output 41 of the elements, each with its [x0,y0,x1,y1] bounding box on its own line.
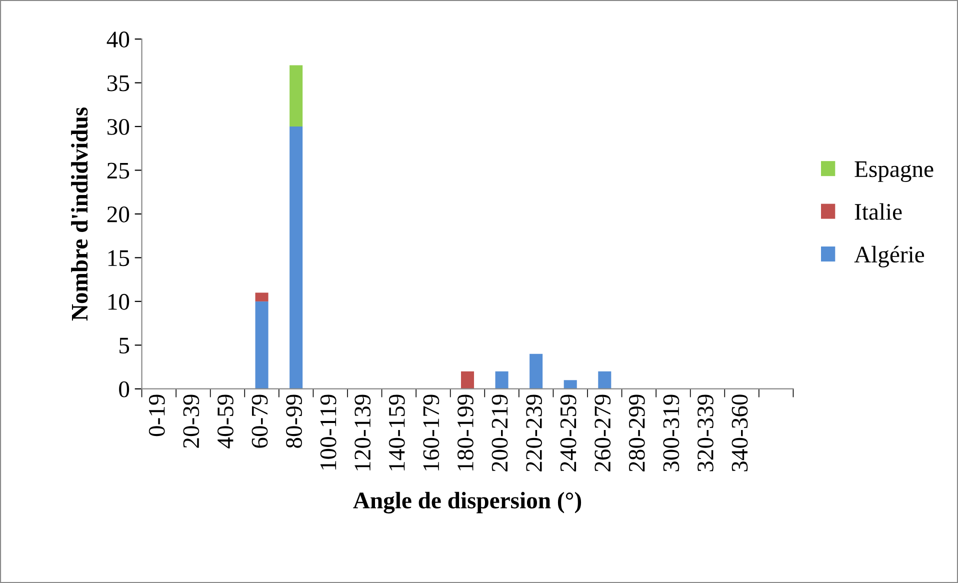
legend-label: Italie [854,203,902,220]
bar [290,65,303,127]
bar [530,354,543,389]
bar [495,371,508,389]
y-tick-label: 10 [108,294,130,310]
bar [290,126,303,389]
x-tick-label: 80-99 [286,394,302,448]
y-tick-label: 25 [107,162,130,179]
x-tick-label: 120-139 [354,394,371,470]
x-tick-label: 340-360 [732,394,748,472]
x-tick-label: 20-39 [183,394,200,448]
y-tick-label: 0 [119,381,130,398]
x-tick-label: 180-199 [457,394,474,470]
bar [598,371,612,389]
x-axis-title: Angle de dispersion (°) [353,492,582,514]
x-tick-label: 320-339 [697,394,714,472]
x-tick-label: 160-179 [423,394,440,470]
x-tick-label: 140-159 [388,394,405,470]
x-tick-label: 300-319 [663,394,680,472]
y-tick-label: 40 [106,32,130,48]
x-tick-label: 200-219 [492,394,508,472]
y-axis-title: Nombre d'indidvidus [71,107,88,321]
y-tick-label: 35 [107,75,130,92]
y-tick-label: 20 [107,206,130,222]
bar [460,371,474,389]
x-tick-label: 100-119 [320,394,336,470]
x-tick-label: 280-299 [628,394,645,472]
x-tick-label: 40-59 [217,394,234,448]
x-tick-label: 240-259 [560,394,576,472]
y-tick-label: 30 [107,119,130,135]
x-tick-label: 220-239 [526,394,542,472]
y-tick-label: 15 [108,250,130,266]
bar [255,301,268,389]
y-tick-label: 5 [120,338,130,354]
bar [564,380,577,389]
x-tick-label: 0-19 [148,394,165,436]
x-tick-label: 260-279 [594,394,611,472]
legend-label: Espagne [854,161,934,182]
legend-label: Algérie [854,246,924,268]
bar [255,292,268,302]
x-tick-label: 60-79 [252,394,268,448]
